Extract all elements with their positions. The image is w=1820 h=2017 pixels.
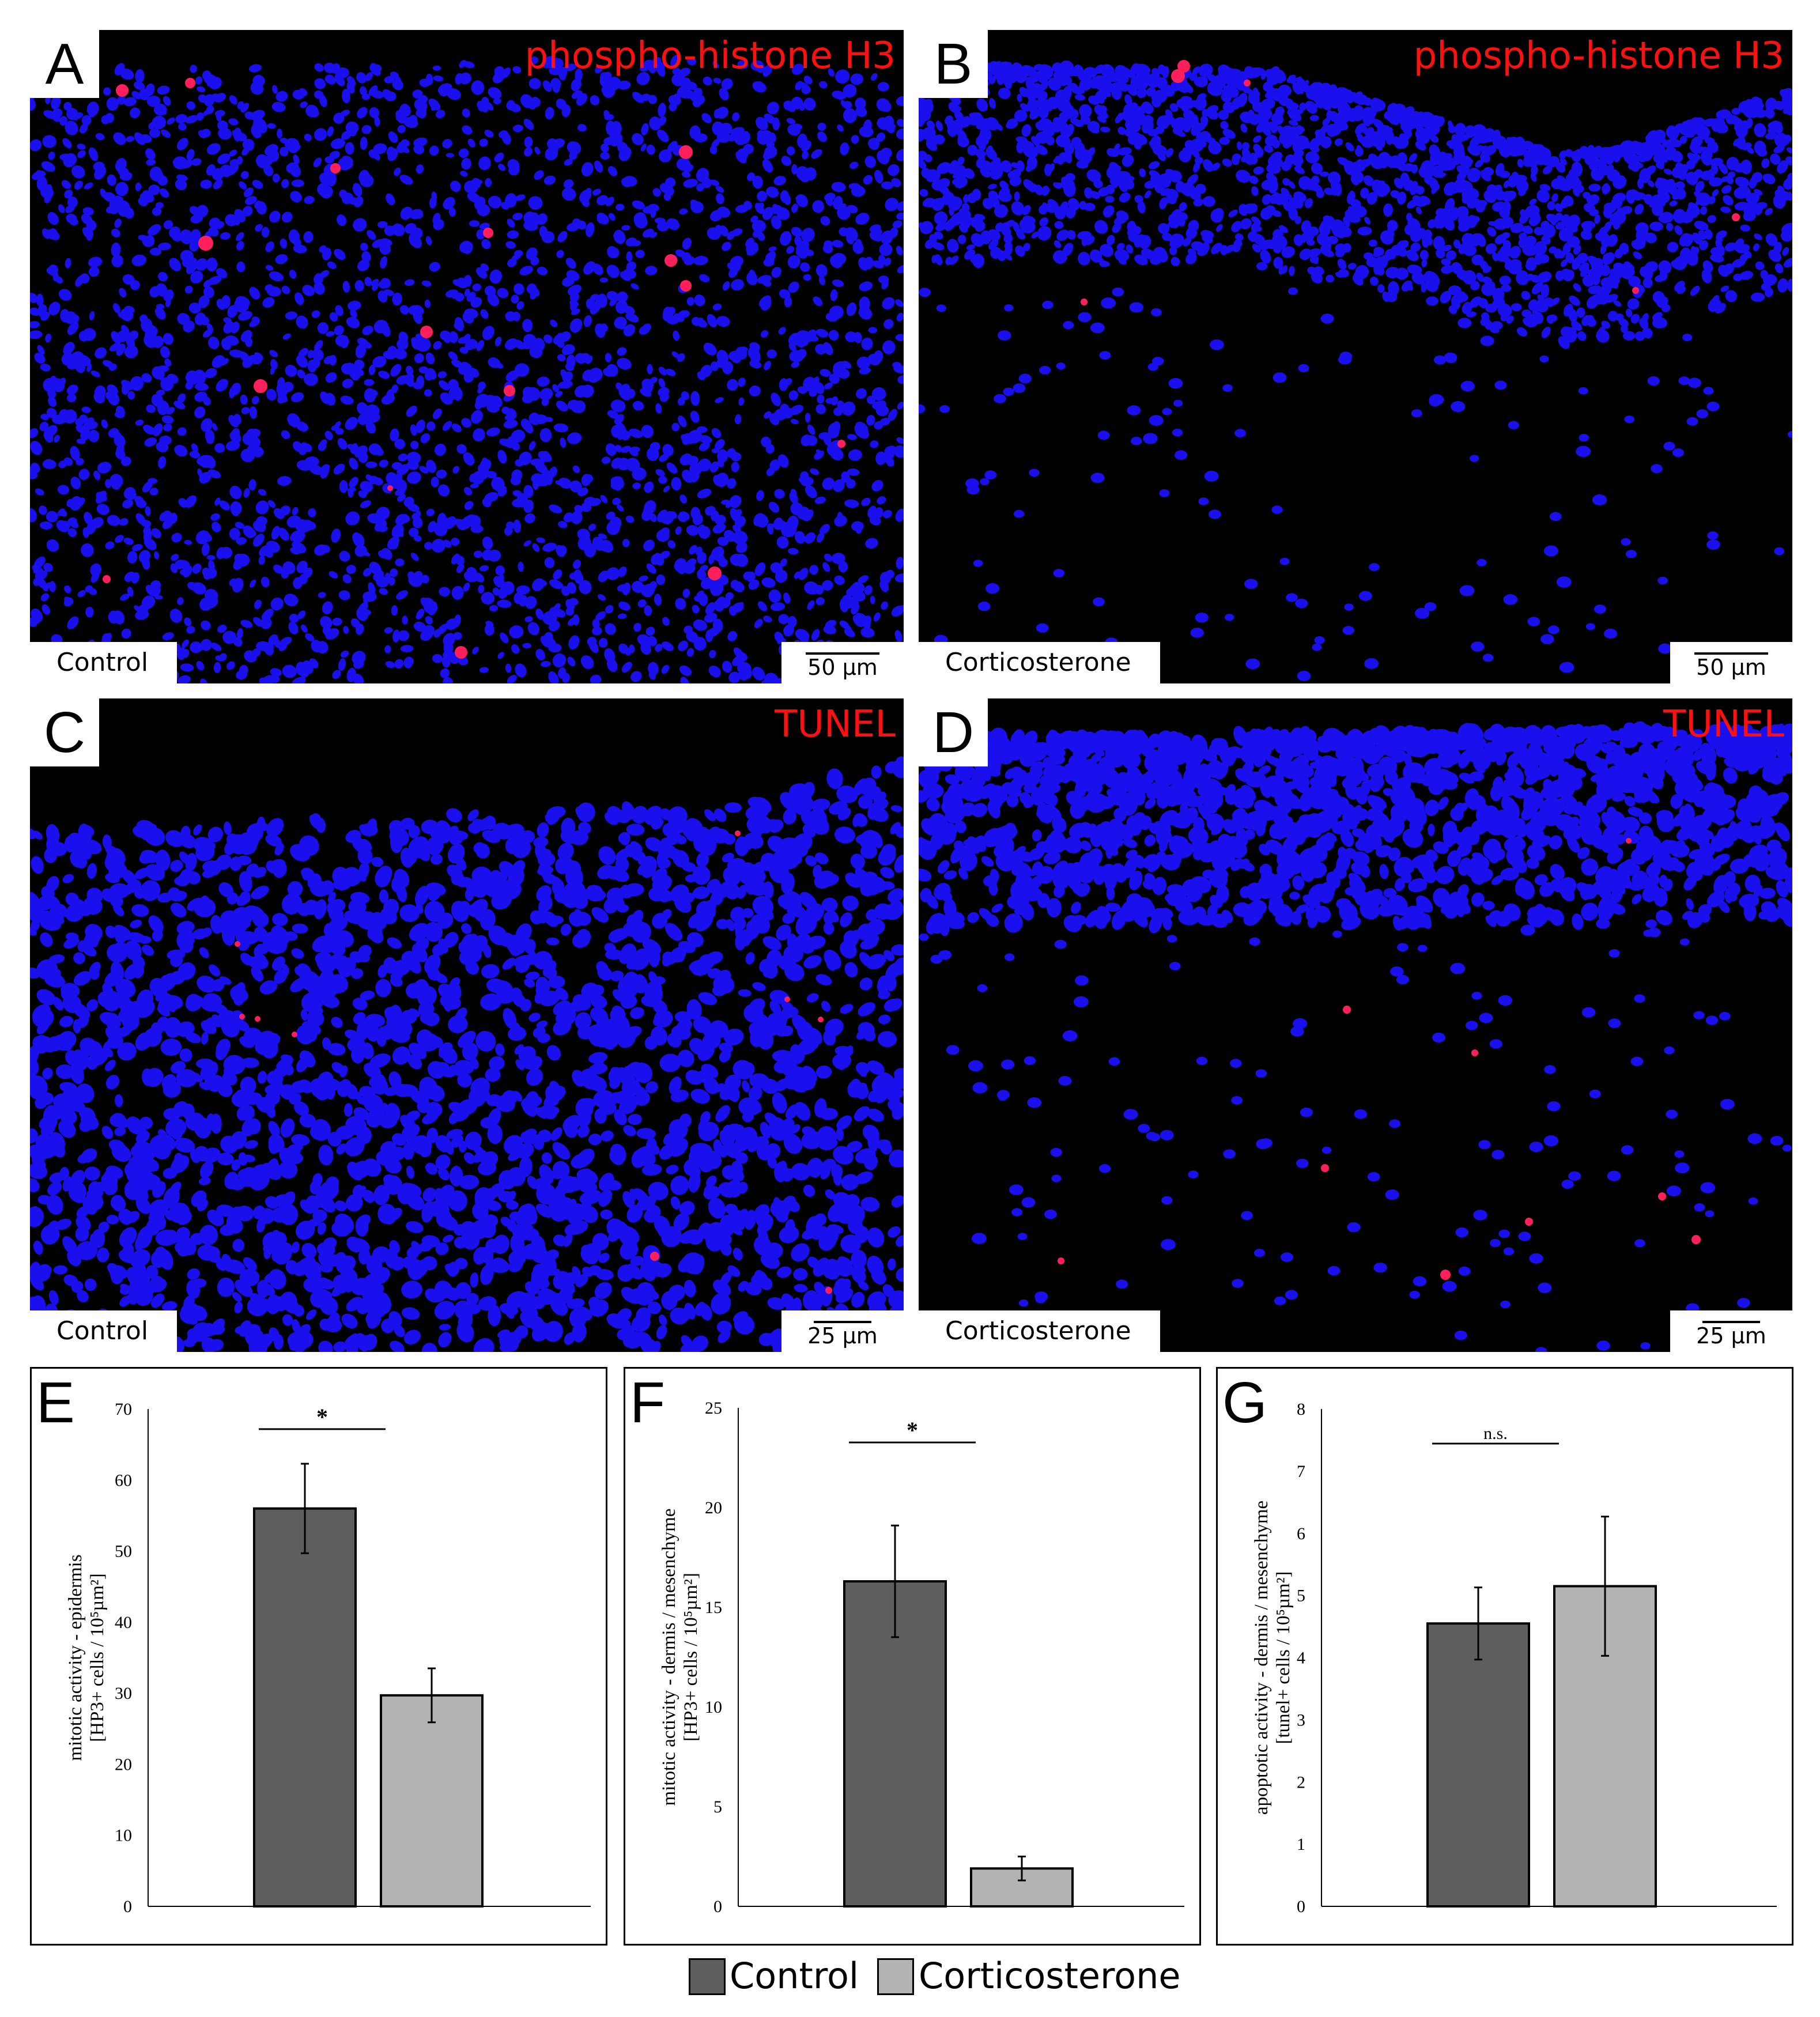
chart-letter: F: [630, 1370, 666, 1435]
y-axis-label: mitotic activity - dermis / mesenchyme: [659, 1509, 679, 1806]
condition-label: Control: [30, 1310, 178, 1352]
y-tick-label: 0: [123, 1897, 132, 1916]
panel-letter: B: [919, 30, 988, 98]
y-tick-label: 20: [115, 1755, 132, 1774]
micrograph-b: B phospho-histone H3 Corticosterone 50 µ…: [919, 30, 1792, 683]
y-axis-label: mitotic activity - epidermis: [65, 1554, 86, 1761]
y-tick-label: 0: [713, 1897, 722, 1916]
y-tick-label: 20: [705, 1498, 722, 1517]
condition-label: Control: [30, 642, 178, 683]
chart-svg: 0 5 10 15 20 25 mitotic activity - dermis / me…: [659, 1399, 1184, 1916]
y-tick-label: 0: [1297, 1897, 1305, 1916]
scale-bar: 50 µm: [1670, 642, 1792, 683]
scale-bar: 25 µm: [1670, 1310, 1792, 1352]
y-tick-label: 50: [115, 1542, 132, 1561]
y-axis-label: apoptotic activity - dermis / mesenchyme: [1251, 1501, 1272, 1815]
condition-label: Corticosterone: [919, 1310, 1160, 1352]
chart-f: 0 5 10 15 20 25 mitotic activity - dermis / me…: [624, 1367, 1201, 1946]
nuclei-image: [30, 54, 904, 683]
chart-letter: G: [1222, 1370, 1267, 1435]
y-tick-label: 3: [1297, 1710, 1305, 1729]
bar-corticosterone: [380, 1694, 484, 1908]
bar-control: [253, 1507, 357, 1908]
stain-label: phospho-histone H3: [1413, 35, 1784, 77]
bar-corticosterone: [1553, 1585, 1657, 1908]
scale-bar-line: [814, 1321, 871, 1323]
y-axis-label-units: [HP3+ cells / 10⁵µm²]: [681, 1573, 701, 1742]
y-tick-label: 15: [705, 1598, 722, 1617]
bar-control: [1426, 1622, 1530, 1908]
y-tick-label: 60: [115, 1471, 132, 1490]
condition-label: Corticosterone: [919, 642, 1160, 683]
y-tick-label: 10: [115, 1826, 132, 1845]
y-tick-label: 30: [115, 1684, 132, 1703]
scale-bar-label: 50 µm: [1696, 655, 1766, 680]
legend-swatch-corticosterone: [877, 1958, 914, 1995]
nuclei-image: [919, 721, 1792, 1352]
y-tick-label: 5: [1297, 1587, 1305, 1606]
chart-g: 0 1 2 3 4 5 6 7 8 apoptotic activity - dermis / m…: [1216, 1367, 1793, 1946]
scale-bar-label: 25 µm: [1696, 1323, 1766, 1349]
scale-bar-line: [1694, 652, 1768, 655]
significance-label: *: [907, 1417, 918, 1443]
nuclei-image: [30, 756, 904, 1352]
y-tick-label: 10: [705, 1698, 722, 1717]
chart-letter: E: [36, 1370, 75, 1435]
y-tick-label: 8: [1297, 1400, 1305, 1419]
scale-bar-label: 50 µm: [807, 655, 878, 680]
y-tick-label: 7: [1297, 1462, 1305, 1481]
scale-bar-label: 25 µm: [807, 1323, 878, 1349]
y-axis-label-units: [HP3+ cells / 10⁵µm²]: [87, 1573, 108, 1742]
legend-swatch-control: [689, 1958, 726, 1995]
panel-letter: D: [919, 698, 988, 766]
y-tick-label: 4: [1297, 1649, 1305, 1668]
y-tick-label: 25: [705, 1399, 722, 1418]
y-axis-label-units: [tunel+ cells / 10⁵µm²]: [1273, 1571, 1294, 1744]
micrograph-d: D TUNEL Corticosterone 25 µm: [919, 698, 1792, 1352]
scale-bar-line: [806, 652, 879, 655]
scale-bar: 50 µm: [781, 642, 904, 683]
chart-svg: 0 10 20 30 40 50 60 70 mitotic activity - epider…: [65, 1400, 591, 1916]
scale-bar-line: [1702, 1321, 1760, 1323]
significance-label: *: [316, 1404, 328, 1430]
y-tick-label: 1: [1297, 1835, 1305, 1854]
panel-letter: A: [30, 30, 99, 98]
legend-label-corticosterone: Corticosterone: [919, 1955, 1181, 1997]
chart-e: 0 10 20 30 40 50 60 70 mitotic activity - epider…: [30, 1367, 607, 1946]
chart-svg: 0 1 2 3 4 5 6 7 8 apoptotic activity - dermis / m…: [1251, 1400, 1777, 1916]
panel-letter: C: [30, 698, 99, 766]
y-tick-label: 6: [1297, 1524, 1305, 1543]
legend-label-control: Control: [730, 1955, 859, 1997]
micrograph-a: A phospho-histone H3 Control 50 µm: [30, 30, 904, 683]
stain-label: phospho-histone H3: [524, 35, 896, 77]
legend: Control Corticosterone: [0, 1954, 1820, 2000]
y-tick-label: 5: [713, 1797, 722, 1816]
nuclei-image: [919, 59, 1792, 683]
y-tick-label: 2: [1297, 1773, 1305, 1792]
micrograph-c: C TUNEL Control 25 µm: [30, 698, 904, 1352]
y-tick-label: 70: [115, 1400, 132, 1419]
scale-bar: 25 µm: [781, 1310, 904, 1352]
stain-label: TUNEL: [1663, 703, 1784, 746]
y-tick-label: 40: [115, 1613, 132, 1632]
stain-label: TUNEL: [775, 703, 896, 746]
significance-label: n.s.: [1483, 1424, 1508, 1443]
